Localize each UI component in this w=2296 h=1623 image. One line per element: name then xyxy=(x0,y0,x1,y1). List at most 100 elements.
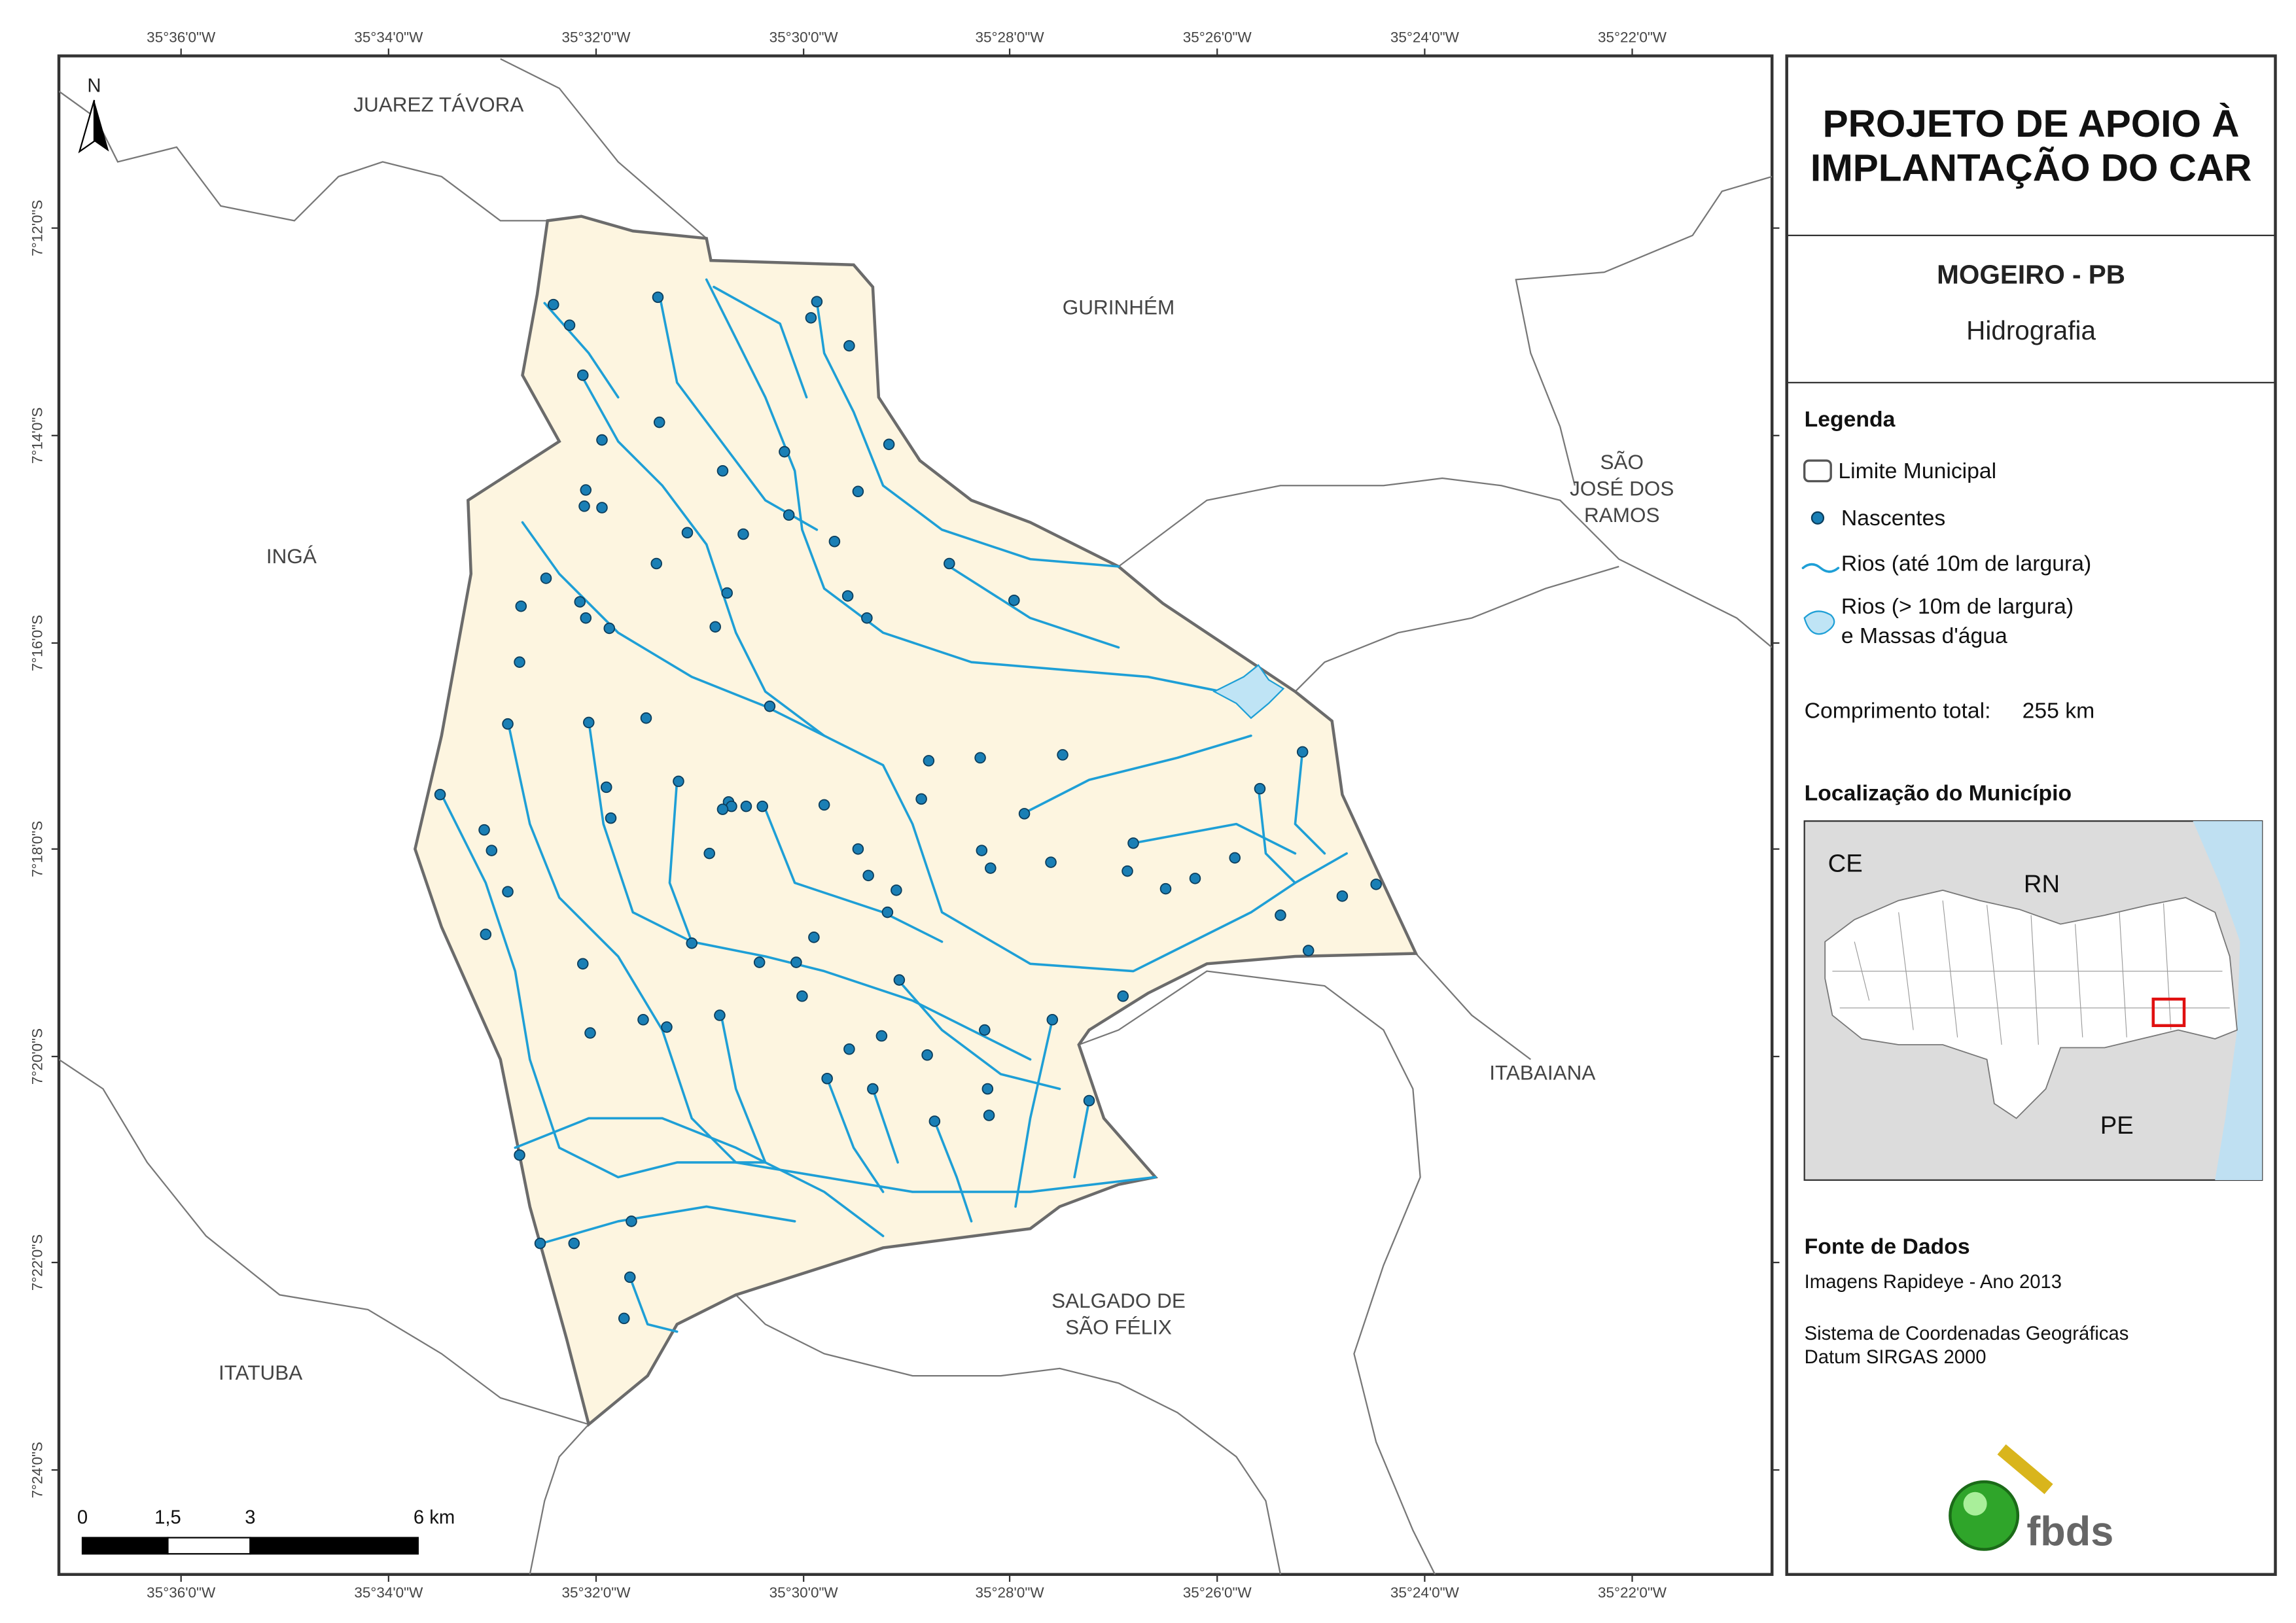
spring xyxy=(883,438,895,451)
neighbor-boundary xyxy=(500,58,707,239)
spring xyxy=(434,788,446,801)
neighbor-boundary xyxy=(1118,477,1773,648)
spring xyxy=(852,843,864,855)
river xyxy=(872,1087,899,1164)
total-label: Comprimento total: xyxy=(1805,699,1991,724)
lon-label: 35°34'0"W xyxy=(354,1584,423,1601)
spring xyxy=(686,937,698,949)
location-marker xyxy=(2151,998,2186,1028)
place-name: GURINHÉM xyxy=(1063,296,1174,319)
lat-label: 7°12'0"S xyxy=(29,200,45,256)
water-body xyxy=(1212,664,1285,720)
map-content xyxy=(59,58,1773,1575)
logo-text: fbds xyxy=(2026,1509,2113,1555)
place-name: SÃO FÉLIX xyxy=(1065,1315,1172,1338)
lon-label: 35°32'0"W xyxy=(561,1584,631,1601)
spring xyxy=(661,1021,673,1033)
lon-label: 35°36'0"W xyxy=(147,29,216,45)
legend-title: Legenda xyxy=(1805,407,1896,432)
place-name: RAMOS xyxy=(1584,503,1659,527)
spring xyxy=(514,1149,525,1161)
municipality: MOGEIRO - PB xyxy=(1937,260,2125,290)
spring xyxy=(1018,808,1031,820)
ocean xyxy=(2193,821,2263,1180)
spring xyxy=(1336,890,1349,902)
place-name: SALGADO DE xyxy=(1051,1289,1186,1312)
neighbor-boundary xyxy=(735,1294,1282,1575)
legend-label: Rios (até 10m de largura) xyxy=(1841,551,2091,576)
spring xyxy=(574,596,586,608)
scale-label: 1,5 xyxy=(154,1507,181,1528)
spring xyxy=(568,1237,580,1249)
spring xyxy=(790,956,802,968)
river xyxy=(1257,786,1297,884)
spring xyxy=(1045,856,1057,868)
spring xyxy=(640,712,652,724)
spring xyxy=(548,298,559,311)
spring xyxy=(1302,945,1315,956)
panel-border xyxy=(1785,54,2277,1577)
lon-label: 35°22'0"W xyxy=(1598,29,1667,45)
spring xyxy=(618,1312,630,1325)
spring xyxy=(703,847,715,860)
spring xyxy=(783,509,795,521)
spring xyxy=(1254,782,1266,795)
river xyxy=(764,808,944,943)
info-panel: PROJETO DE APOIO À IMPLANTAÇÃO DO CAR MO… xyxy=(1785,54,2277,1577)
spring xyxy=(576,958,589,970)
lon-label: 35°34'0"W xyxy=(354,29,423,45)
river xyxy=(580,374,1348,973)
spring xyxy=(721,587,733,599)
source-line: Imagens Rapideye - Ano 2013 xyxy=(1805,1272,2062,1293)
river xyxy=(658,293,819,531)
spring xyxy=(1057,749,1069,761)
inset-municipalities xyxy=(1832,900,2230,1045)
spring xyxy=(605,812,617,824)
logo-shine xyxy=(1963,1492,1987,1516)
river xyxy=(815,300,1120,568)
river xyxy=(1294,749,1326,855)
spring xyxy=(811,296,823,307)
river xyxy=(440,793,767,1179)
spring xyxy=(584,1027,596,1039)
river xyxy=(521,521,826,737)
region-label: PE xyxy=(2100,1111,2134,1140)
north-arrow xyxy=(94,99,109,152)
lon-label: 35°28'0"W xyxy=(976,29,1045,45)
spring xyxy=(578,500,590,512)
spring xyxy=(1370,879,1382,890)
place-name: ITATUBA xyxy=(219,1361,302,1384)
neighbor-boundary xyxy=(1078,970,1436,1575)
river xyxy=(948,565,1120,649)
river xyxy=(506,720,1157,1193)
legend-symbol xyxy=(1803,459,1832,483)
place-name: JOSÉ DOS xyxy=(1570,476,1674,500)
spring xyxy=(673,775,684,788)
river xyxy=(705,278,1223,693)
logo-bar xyxy=(1997,1444,2053,1495)
neighbor-boundary xyxy=(1415,952,1531,1060)
lon-label: 35°26'0"W xyxy=(1183,1584,1252,1601)
neighbor-boundary xyxy=(59,90,548,222)
spring xyxy=(881,906,894,918)
spring xyxy=(985,862,997,874)
spring xyxy=(626,1215,637,1227)
spring xyxy=(716,803,729,815)
river xyxy=(628,1276,679,1333)
spring xyxy=(563,319,576,331)
spring xyxy=(480,928,492,941)
river xyxy=(1014,1018,1054,1208)
place-name: INGÁ xyxy=(266,544,317,568)
north-arrow xyxy=(78,99,96,154)
lon-label: 35°24'0"W xyxy=(1390,1584,1460,1601)
spring xyxy=(580,612,592,624)
spring xyxy=(796,990,808,1002)
lon-label: 35°24'0"W xyxy=(1390,29,1460,45)
lat-label: 7°24'0"S xyxy=(29,1442,45,1498)
region-label: RN xyxy=(2024,870,2060,898)
spring xyxy=(875,1030,888,1042)
river xyxy=(540,1205,796,1245)
lon-label: 35°30'0"W xyxy=(769,29,839,45)
spring xyxy=(596,502,608,514)
spring xyxy=(653,416,665,428)
